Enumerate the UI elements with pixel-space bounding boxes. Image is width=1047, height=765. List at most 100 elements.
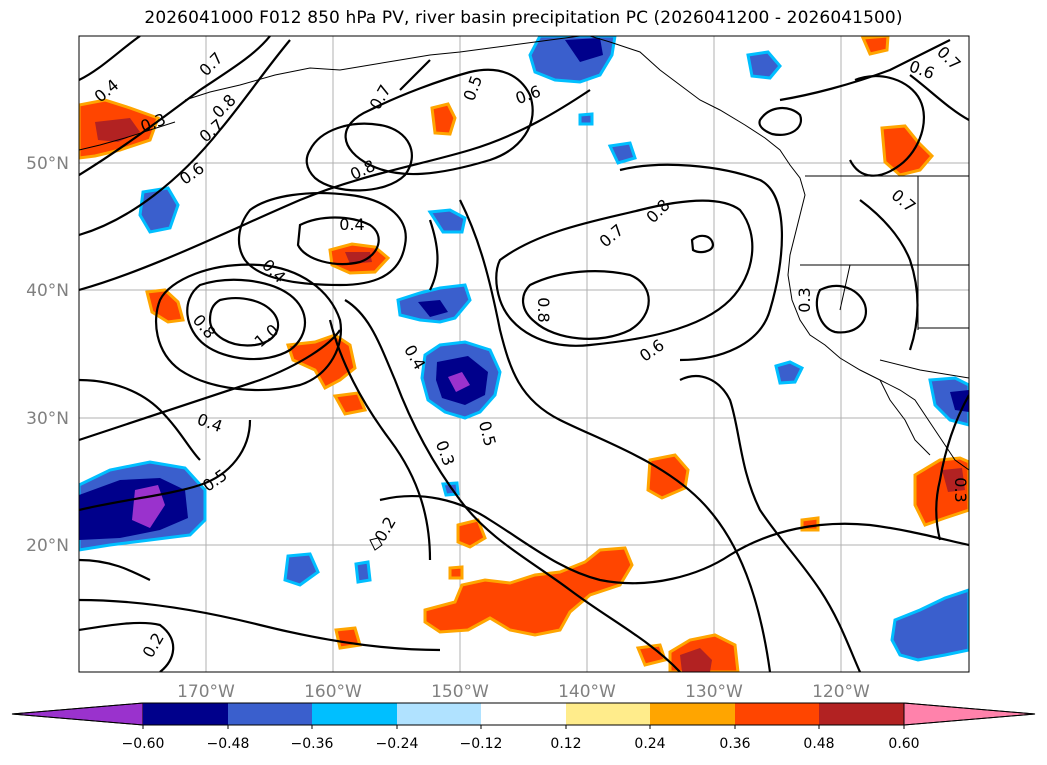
- precip-region-negative: [283, 552, 320, 587]
- precip-region-negative: [890, 588, 969, 662]
- lat-label-20n: 20°N: [26, 536, 69, 556]
- precip-region-positive: [430, 102, 457, 136]
- colorbar-tick-label: 0.60: [888, 736, 919, 752]
- contour-line: [459, 199, 772, 672]
- precip-region-positive: [635, 643, 667, 667]
- plot-background: [79, 36, 969, 672]
- contour-line: [237, 192, 407, 287]
- coastlines: [79, 36, 969, 551]
- contour-line: [296, 216, 380, 266]
- contour-line: [79, 378, 201, 461]
- precip-region-positive-core: [95, 118, 140, 142]
- colorbar-segment: [143, 703, 228, 725]
- contour-line: [522, 270, 650, 340]
- latitude-labels: 50°N 40°N 30°N 20°N: [26, 154, 69, 556]
- coastline-alaska-islands: [79, 121, 176, 151]
- colorbar: −0.60 −0.48 −0.36 −0.24 −0.12 0.12 0.24 …: [11, 702, 1036, 752]
- contour-line: [79, 89, 591, 292]
- contour-line: [154, 263, 343, 392]
- colorbar-segment: [819, 703, 904, 725]
- lon-label-120w: 120°W: [812, 682, 870, 702]
- lon-label-140w: 140°W: [558, 682, 616, 702]
- contour-line: [399, 59, 431, 91]
- colorbar-segment: [397, 703, 481, 725]
- colorbar-segment: [228, 703, 312, 725]
- colorbar-tick-label: 0.24: [634, 736, 665, 752]
- longitude-labels: 170°W 160°W 150°W 140°W 130°W 120°W: [177, 682, 870, 702]
- colorbar-segment: [566, 703, 650, 725]
- lat-label-50n: 50°N: [26, 154, 69, 174]
- lat-label-30n: 30°N: [26, 409, 69, 429]
- contour-line: [779, 39, 951, 102]
- coastline-baja: [879, 379, 931, 456]
- border-states: [800, 176, 969, 330]
- contour-line: [79, 36, 141, 81]
- lon-label-160w: 160°W: [304, 682, 362, 702]
- colorbar-ticks: [142, 725, 905, 729]
- contour-line: [79, 558, 151, 581]
- contour-line: [758, 107, 803, 136]
- lon-label-150w: 150°W: [431, 682, 489, 702]
- island-hawaii: [369, 537, 383, 551]
- contour-label: 0.8: [534, 297, 553, 322]
- contour-line: [909, 74, 969, 121]
- precip-region-positive-core: [345, 252, 372, 264]
- contour-line: [679, 375, 862, 672]
- precip-region-negative-peak: [448, 372, 470, 392]
- contour-line: [619, 163, 784, 362]
- map-title: 2026041000 F012 850 hPa PV, river basin …: [144, 8, 903, 28]
- precip-region-positive: [860, 36, 890, 56]
- colorbar-segment: [481, 703, 566, 725]
- lon-label-130w: 130°W: [685, 682, 743, 702]
- colorbar-tick-label: −0.12: [460, 736, 503, 752]
- contour-line: [815, 284, 868, 334]
- colorbar-tick-label: −0.60: [122, 736, 165, 752]
- precip-region-negative: [774, 360, 805, 385]
- contour-line: [305, 122, 413, 192]
- contour-line: [690, 234, 715, 254]
- border-us-mexico: [879, 359, 969, 379]
- colorbar-tick-label: 0.48: [803, 736, 834, 752]
- precip-region-positive: [456, 518, 487, 549]
- plot-frame: [78, 35, 970, 673]
- contour-line: [186, 278, 306, 361]
- precip-region-negative: [578, 112, 594, 126]
- contour-line: [344, 299, 681, 672]
- precip-region-negative: [746, 50, 782, 80]
- contour-line: [859, 199, 919, 351]
- colorbar-extend-low: [11, 702, 144, 726]
- coastline-north-america: [589, 36, 969, 471]
- colorbar-tick-label: −0.24: [376, 736, 419, 752]
- contour-line: [79, 621, 175, 672]
- precip-shading: [79, 36, 969, 672]
- precip-region-negative-core: [950, 390, 969, 412]
- colorbar-segment: [650, 703, 735, 725]
- contour-label: 0.3: [795, 287, 814, 312]
- contour-line: [849, 75, 925, 177]
- coastline-alaska: [184, 36, 581, 101]
- contour-line: [935, 394, 969, 541]
- contour-line: [379, 494, 969, 585]
- colorbar-tick-label: 0.36: [719, 736, 750, 752]
- contour-label: 0.4: [339, 215, 364, 234]
- precip-region-negative: [427, 208, 467, 234]
- contour-line: [328, 319, 432, 561]
- precip-region-positive: [423, 546, 634, 637]
- contour-line: [79, 39, 291, 237]
- precip-region-negative: [354, 560, 372, 584]
- precip-region-positive: [880, 124, 935, 177]
- lat-label-40n: 40°N: [26, 281, 69, 301]
- precip-region-negative: [138, 186, 180, 234]
- colorbar-tick-label: −0.48: [207, 736, 250, 752]
- colorbar-tick-label: −0.36: [291, 736, 334, 752]
- precip-region-negative-core: [565, 38, 603, 62]
- lon-label-170w: 170°W: [177, 682, 235, 702]
- colorbar-segment: [312, 703, 397, 725]
- contour-line: [428, 219, 439, 291]
- contour-line: [79, 36, 271, 176]
- precip-region-positive-core: [680, 648, 712, 672]
- colorbar-extend-high: [903, 702, 1036, 726]
- precip-region-negative-core: [418, 300, 448, 317]
- contour-line: [79, 598, 441, 652]
